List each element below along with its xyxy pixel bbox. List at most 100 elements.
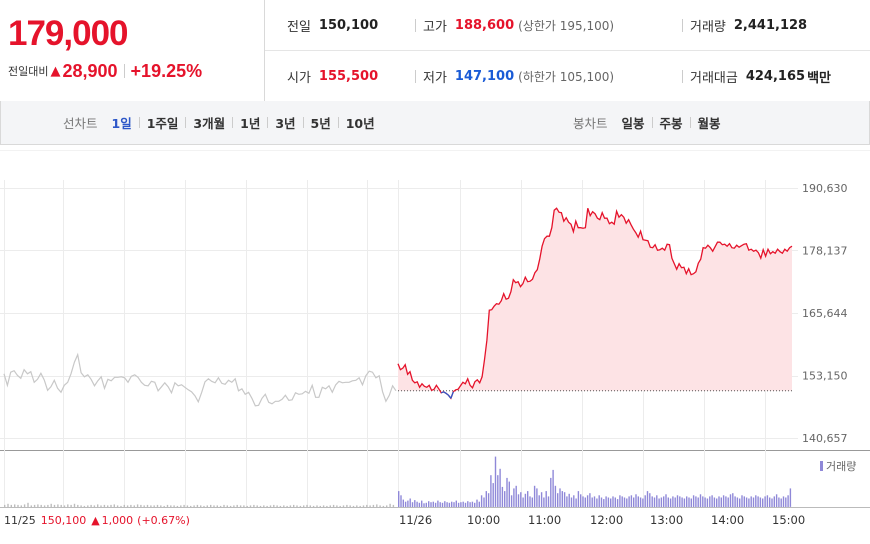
volume-bar — [460, 502, 462, 507]
volume-bar — [153, 505, 155, 507]
volume-bar — [116, 505, 119, 507]
volume-bar — [669, 498, 672, 507]
volume-bar — [249, 505, 252, 507]
volume-bar — [319, 505, 321, 507]
volume-bar — [766, 495, 769, 507]
open-cell: 시가 155,500 — [287, 51, 378, 101]
tab-1-week[interactable]: 1주일 — [146, 116, 179, 131]
low-cell: 저가 147,100 (하한가 105,100) — [423, 51, 614, 101]
x-tick-label: 12:00 — [590, 513, 623, 527]
volume-bar — [7, 503, 9, 507]
tab-3-months[interactable]: 3개월 — [193, 116, 226, 131]
volume-bar — [610, 498, 612, 507]
volume-bar — [554, 485, 557, 507]
volume-bar — [633, 497, 635, 507]
high-label: 고가 — [423, 19, 447, 35]
volume-bar — [508, 481, 510, 507]
volume-bar — [559, 488, 561, 507]
volume-bar — [635, 494, 637, 507]
volume-bar — [233, 505, 235, 507]
volume-bar — [778, 497, 780, 507]
volume-bar — [462, 501, 464, 507]
volume-bar — [126, 505, 129, 507]
prev-day-summary: 11/25 150,100 ▲ 1,000 (+0.67%) — [4, 514, 190, 527]
volume-bar — [439, 502, 441, 507]
volume-bar — [681, 497, 683, 507]
prev-day-change: 1,000 — [102, 514, 134, 527]
below-prev-close-segment — [440, 391, 444, 394]
volume-bar — [536, 488, 538, 507]
volume-bar — [400, 495, 402, 507]
volume-bar — [656, 495, 658, 507]
amount-label: 거래대금 — [690, 70, 738, 86]
volume-bar — [226, 505, 228, 507]
tab-daily-candle[interactable]: 일봉 — [621, 116, 645, 131]
volume-bar — [176, 505, 179, 507]
amount-value: 424,165 — [745, 68, 806, 84]
volume-bar — [607, 497, 610, 507]
volume-bar — [736, 497, 739, 507]
volume-bar — [246, 505, 248, 507]
volume-bar — [474, 502, 476, 507]
today-price-line — [397, 207, 793, 400]
volume-bar — [561, 491, 563, 507]
volume-bar — [716, 498, 718, 507]
change-row: 전일대비 ▲ 28,900 +19.25% — [8, 60, 202, 82]
volume-bar — [266, 505, 268, 507]
volume-bar — [27, 502, 29, 507]
volume-bar — [451, 501, 453, 507]
volume-bar — [644, 495, 646, 507]
tab-3-years[interactable]: 3년 — [275, 116, 296, 131]
volume-bar — [722, 495, 725, 507]
volume-bar — [660, 497, 663, 507]
volume-bar — [780, 498, 782, 507]
x-tick-label: 10:00 — [467, 513, 500, 527]
volume-bar — [520, 492, 522, 507]
prev-close-value: 150,100 — [318, 17, 379, 33]
tab-1-year[interactable]: 1년 — [240, 116, 261, 131]
volume-bar — [762, 498, 764, 507]
volume-bar — [515, 485, 517, 507]
volume-bar — [4, 504, 6, 507]
divider — [267, 117, 269, 128]
volume-bar — [773, 496, 775, 507]
volume-bar — [752, 497, 755, 507]
volume-bar — [513, 488, 515, 507]
volume-bar — [573, 495, 575, 507]
line-chart-label: 선차트 — [63, 116, 98, 131]
change-label: 전일대비 — [8, 65, 49, 78]
tab-10-years[interactable]: 10년 — [345, 116, 375, 131]
tab-weekly-candle[interactable]: 주봉 — [659, 116, 683, 131]
volume-bar — [598, 495, 600, 507]
volume-bar — [547, 496, 550, 507]
volume-bar — [219, 505, 222, 507]
volume-bar — [480, 495, 483, 507]
volume-bar — [543, 497, 545, 507]
volume-bar — [692, 495, 695, 507]
volume-bar — [425, 502, 427, 507]
volume-bar — [748, 498, 750, 507]
volume-bar — [510, 495, 513, 507]
volume-bar — [223, 504, 225, 507]
tab-5-years[interactable]: 5년 — [310, 116, 331, 131]
high-cell: 고가 188,600 (상한가 195,100) — [423, 0, 614, 50]
volume-bar — [676, 495, 679, 507]
volume-bar — [163, 505, 165, 507]
volume-bar — [704, 497, 706, 507]
volume-bar — [497, 475, 499, 507]
volume-bar — [421, 500, 423, 507]
volume-bar — [469, 502, 471, 507]
volume-bar — [739, 498, 741, 507]
volume-bar — [614, 497, 616, 507]
intraday-price-chart: 190,630 178,137 165,644 153,150 140,657 11/26… — [0, 150, 870, 527]
volume-bar — [603, 499, 605, 507]
volume-bar — [709, 496, 711, 507]
y-tick-label: 190,630 — [802, 182, 848, 195]
volume-bar — [621, 496, 623, 507]
tab-monthly-candle[interactable]: 월봉 — [697, 116, 721, 131]
volume-bar — [47, 504, 49, 507]
volume-bar — [87, 505, 89, 507]
tab-1-day[interactable]: 1일 — [111, 116, 132, 131]
volume-bar — [83, 505, 86, 507]
volume-bar — [524, 493, 527, 508]
